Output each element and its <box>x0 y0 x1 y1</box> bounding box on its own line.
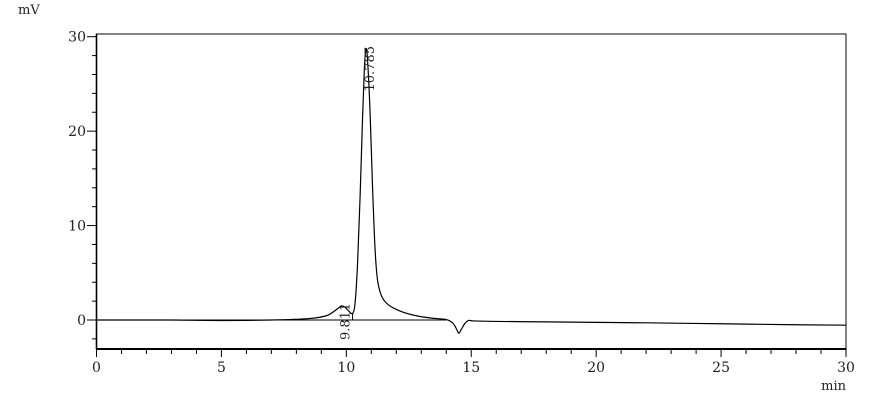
plot-frame <box>95 33 847 350</box>
y-tick-label: 0 <box>77 313 86 329</box>
y-axis-label: mV <box>18 3 40 18</box>
x-tick-label: 15 <box>462 360 480 376</box>
chromatogram-trace <box>96 47 847 334</box>
x-tick-label: 25 <box>712 360 730 376</box>
x-axis-label: min <box>821 379 846 394</box>
x-tick-label: 5 <box>217 360 226 376</box>
x-tick-label: 30 <box>837 360 855 376</box>
peak-label: 10.785 <box>363 46 378 92</box>
y-tick-label: 30 <box>68 30 86 46</box>
y-tick-label: 10 <box>68 219 86 235</box>
x-tick-label: 0 <box>92 360 101 376</box>
x-tick-label: 10 <box>337 360 355 376</box>
peak-label: 9.811 <box>339 303 354 340</box>
x-tick-label: 20 <box>587 360 605 376</box>
y-tick-label: 20 <box>68 124 86 140</box>
